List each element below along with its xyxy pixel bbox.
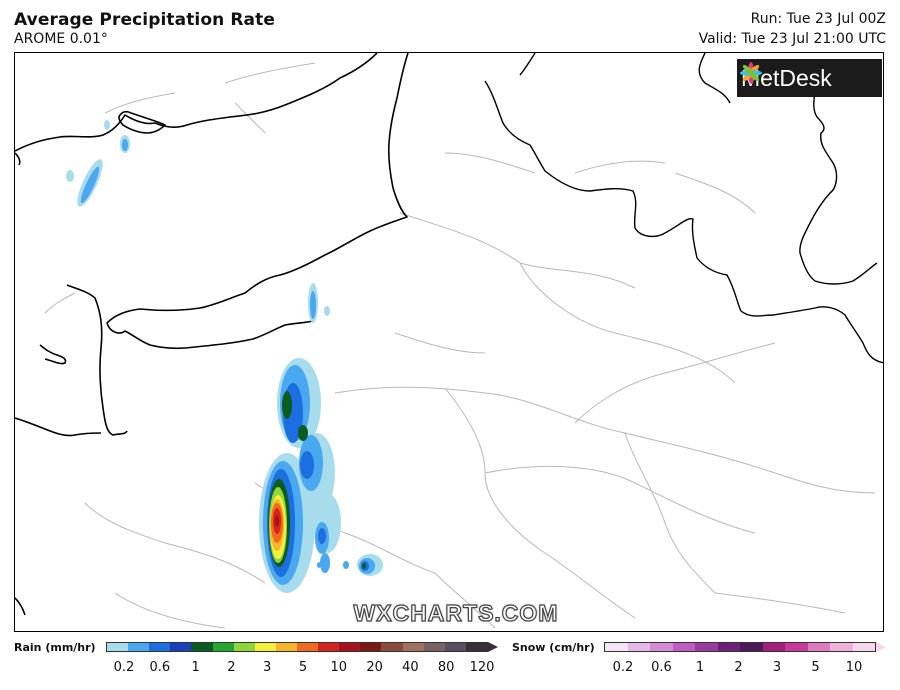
- model-label: AROME 0.01°: [14, 31, 108, 47]
- rain-cell: [362, 563, 366, 569]
- snow-legend-tick: 5: [811, 660, 820, 675]
- rain-color-swatch: [275, 643, 297, 651]
- snow-color-swatch: [717, 643, 740, 651]
- snow-color-bar: [604, 642, 876, 652]
- snow-legend-tick: 3: [772, 660, 782, 675]
- rain-color-swatch: [149, 643, 171, 651]
- rain-color-swatch: [402, 643, 424, 651]
- regional-boundaries: [44, 62, 876, 629]
- snow-color-swatch: [807, 643, 830, 651]
- rain-cell: [80, 166, 100, 204]
- metdesk-logo: MetDesk: [737, 59, 882, 97]
- rain-color-swatch: [233, 643, 255, 651]
- rain-color-bar: [106, 642, 488, 652]
- rain-color-swatch: [444, 643, 466, 651]
- snow-color-swatch: [650, 643, 673, 651]
- wxcharts-watermark: WXCHARTS.COM: [353, 599, 559, 626]
- rain-color-swatch: [318, 643, 340, 651]
- rain-cell: [282, 391, 292, 419]
- rain-legend-tick: 80: [437, 660, 455, 675]
- precipitation-map: MetDesk WXCHARTS.COM: [14, 52, 884, 632]
- rain-cell: [320, 553, 330, 573]
- rain-legend-tick: 0.6: [149, 660, 171, 675]
- rain-cell: [324, 306, 330, 316]
- metdesk-logo-icon: [740, 62, 762, 84]
- run-label: Run: Tue 23 Jul 00Z: [750, 11, 886, 27]
- national-borders: [484, 53, 883, 364]
- rain-legend-tick: 0.2: [113, 660, 135, 675]
- snow-color-swatch: [852, 643, 875, 651]
- coastlines: [15, 53, 409, 616]
- rain-color-swatch: [128, 643, 150, 651]
- snow-color-swatch: [627, 643, 650, 651]
- rain-color-swatch: [296, 643, 319, 651]
- rain-cell: [310, 291, 316, 319]
- rain-cell: [66, 170, 74, 182]
- rain-legend-arrow: [488, 642, 498, 652]
- rain-cell: [300, 451, 314, 479]
- rain-cell: [343, 561, 349, 569]
- snow-color-swatch: [762, 643, 785, 651]
- snow-legend-tick: 2: [734, 660, 743, 675]
- rain-color-swatch: [212, 643, 234, 651]
- snow-color-swatch: [785, 643, 808, 651]
- chart-title: Average Precipitation Rate: [14, 10, 275, 30]
- snow-legend-title: Snow (cm/hr): [512, 641, 595, 654]
- precipitation-cells: [66, 120, 383, 593]
- snow-legend-tick: 10: [845, 660, 863, 675]
- snow-legend-tick: 0.2: [612, 660, 634, 675]
- rain-legend-title: Rain (mm/hr): [14, 641, 96, 654]
- rain-legend-tick: 3: [263, 660, 272, 675]
- rain-color-swatch: [360, 643, 382, 651]
- rain-color-swatch: [107, 643, 129, 651]
- rain-legend-tick: 40: [402, 660, 419, 675]
- map-canvas: [15, 53, 883, 629]
- rain-color-swatch: [191, 643, 213, 651]
- rain-legend-tick: 1: [191, 660, 200, 675]
- rain-legend: Rain (mm/hr) 0.2 0.6 1 2 3 5 10 20 40 80 120: [0, 638, 500, 688]
- rain-color-swatch: [254, 643, 276, 651]
- snow-color-swatch: [830, 643, 853, 651]
- rain-legend-tick: 2: [227, 660, 236, 675]
- rain-cell: [275, 515, 279, 527]
- snow-legend-tick: 1: [695, 660, 705, 675]
- rain-cell: [298, 425, 308, 441]
- snow-color-swatch: [695, 643, 718, 651]
- rain-cell: [318, 528, 326, 544]
- rain-color-swatch: [465, 643, 487, 651]
- rain-color-swatch: [423, 643, 445, 651]
- snow-color-swatch: [672, 643, 695, 651]
- rain-color-swatch: [381, 643, 403, 651]
- rain-legend-tick: 5: [298, 660, 308, 675]
- snow-legend-tick: 0.6: [651, 660, 672, 675]
- rain-cell: [122, 139, 128, 151]
- rain-legend-tick: 20: [366, 660, 383, 675]
- snow-color-swatch: [605, 643, 628, 651]
- valid-label: Valid: Tue 23 Jul 21:00 UTC: [698, 31, 886, 47]
- rain-cell: [317, 562, 321, 568]
- rain-cell: [104, 120, 110, 130]
- rain-legend-tick: 10: [330, 660, 348, 675]
- rain-legend-tick: 120: [469, 660, 495, 675]
- snow-legend: Snow (cm/hr) 0.2 0.6 1 2 3 5 10: [0, 638, 900, 688]
- snow-legend-arrow: [876, 642, 886, 652]
- rain-color-swatch: [170, 643, 192, 651]
- snow-color-swatch: [740, 643, 763, 651]
- rain-color-swatch: [339, 643, 361, 651]
